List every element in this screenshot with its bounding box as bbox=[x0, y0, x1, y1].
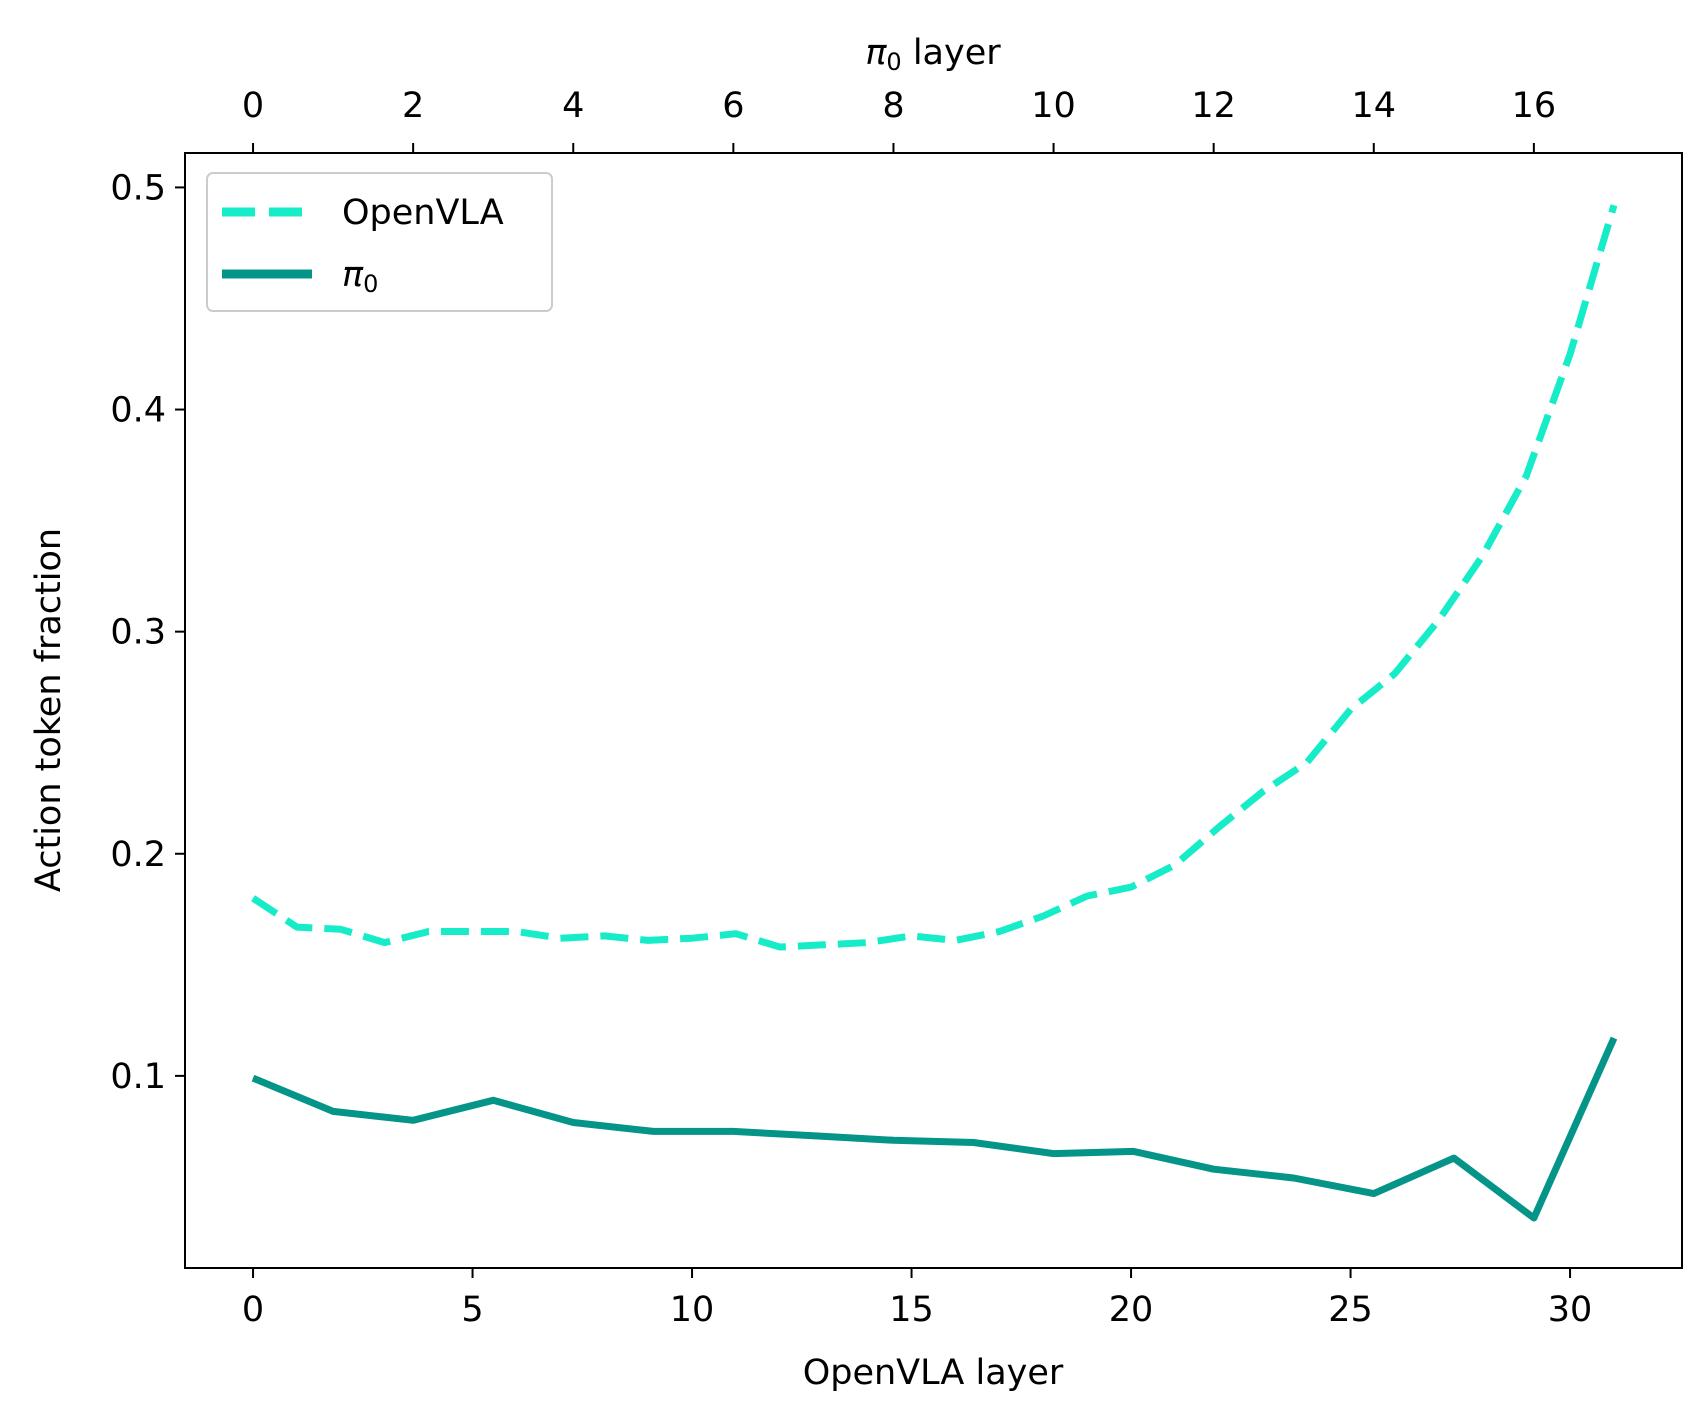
x-tick-label: 25 bbox=[1328, 1290, 1373, 1330]
top-tick-label: 2 bbox=[402, 86, 424, 126]
top-tick-label: 10 bbox=[1031, 86, 1076, 126]
legend: OpenVLA π0 bbox=[206, 172, 553, 312]
x-tick-label: 5 bbox=[461, 1290, 483, 1330]
top-tick-label: 4 bbox=[562, 86, 584, 126]
top-axis: 0 2 4 6 8 10 12 14 16 bbox=[242, 86, 1556, 153]
y-tick-label: 0.2 bbox=[110, 835, 166, 875]
bottom-axis: 0 5 10 15 20 25 30 bbox=[242, 1268, 1592, 1330]
left-axis: 0.1 0.2 0.3 0.4 0.5 bbox=[110, 168, 185, 1097]
x-axis-label: OpenVLA layer bbox=[803, 1353, 1064, 1393]
y-axis-label: Action token fraction bbox=[29, 528, 69, 892]
series-line-pi0 bbox=[251, 1036, 1618, 1222]
legend-label-openvla: OpenVLA bbox=[342, 193, 504, 233]
y-tick-label: 0.3 bbox=[110, 613, 166, 653]
x-tick-label: 20 bbox=[1109, 1290, 1154, 1330]
x-tick-label: 10 bbox=[670, 1290, 715, 1330]
top-tick-label: 0 bbox=[242, 86, 264, 126]
top-tick-label: 14 bbox=[1352, 86, 1397, 126]
top-tick-label: 8 bbox=[882, 86, 904, 126]
x-tick-label: 0 bbox=[242, 1290, 264, 1330]
y-tick-label: 0.5 bbox=[110, 168, 166, 208]
plot-lines bbox=[251, 204, 1618, 1222]
top-tick-label: 6 bbox=[722, 86, 744, 126]
top-tick-label: 12 bbox=[1191, 86, 1236, 126]
top-axis-label: π0 layer bbox=[865, 33, 1001, 76]
y-tick-label: 0.1 bbox=[110, 1057, 166, 1097]
y-tick-label: 0.4 bbox=[110, 391, 166, 431]
legend-label-pi0: π0 bbox=[342, 255, 378, 298]
plot-frame bbox=[184, 152, 1683, 1269]
series-line-openvla bbox=[251, 204, 1618, 951]
top-tick-label: 16 bbox=[1512, 86, 1557, 126]
x-tick-label: 15 bbox=[889, 1290, 934, 1330]
x-tick-label: 30 bbox=[1548, 1290, 1593, 1330]
